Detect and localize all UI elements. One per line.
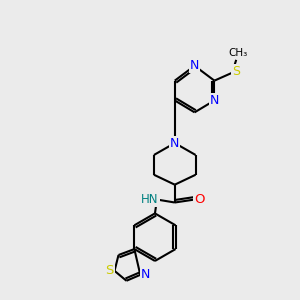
Text: N: N xyxy=(141,268,150,281)
Text: HN: HN xyxy=(141,193,159,206)
Text: S: S xyxy=(105,264,114,278)
Text: CH₃: CH₃ xyxy=(229,48,248,58)
Text: N: N xyxy=(190,59,199,72)
Text: S: S xyxy=(232,65,240,78)
Text: O: O xyxy=(194,193,205,206)
Text: N: N xyxy=(170,136,179,150)
Text: N: N xyxy=(210,94,219,107)
